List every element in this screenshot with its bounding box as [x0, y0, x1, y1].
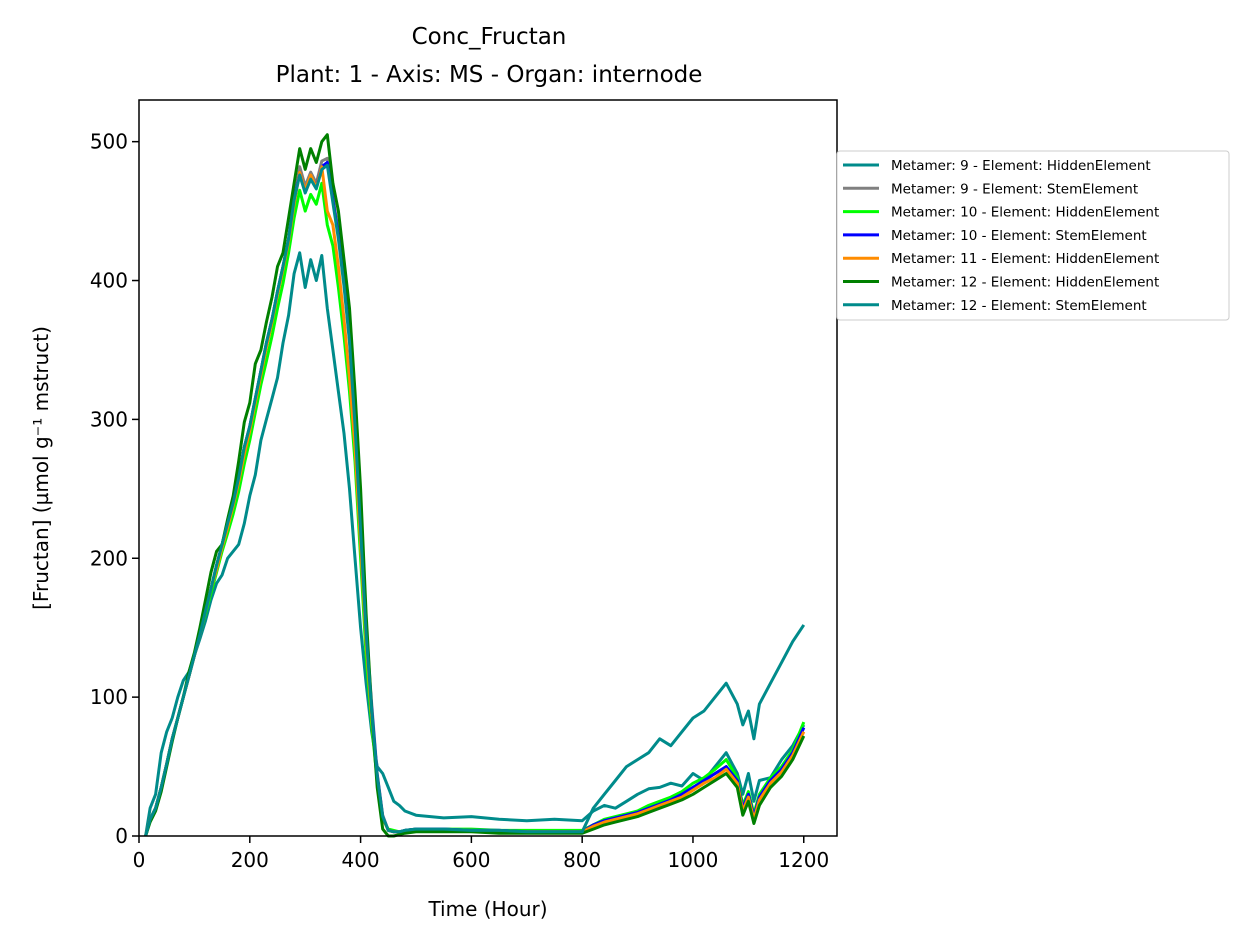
- plot-area: [138, 99, 838, 838]
- x-tick-label: 400: [341, 848, 379, 872]
- legend-label: Metamer: 9 - Element: StemElement: [891, 181, 1138, 197]
- plot-frame: [138, 99, 838, 837]
- series-line-1: [144, 251, 806, 837]
- series-layer: [144, 133, 806, 838]
- legend-label: Metamer: 10 - Element: HiddenElement: [891, 205, 1159, 221]
- legend-label: Metamer: 12 - Element: StemElement: [891, 298, 1147, 314]
- y-axis: 0 100 200 300 400 500: [90, 130, 139, 848]
- legend-entries: Metamer: 9 - Element: HiddenElement Metam…: [843, 158, 1159, 314]
- y-tick-label: 300: [90, 407, 128, 431]
- x-tick-label: 800: [563, 848, 601, 872]
- x-tick-label: 200: [231, 848, 269, 872]
- legend-frame: [836, 150, 1230, 321]
- legend-label: Metamer: 12 - Element: HiddenElement: [891, 275, 1159, 291]
- legend-label: Metamer: 10 - Element: StemElement: [891, 228, 1147, 244]
- series-line-7: [144, 163, 806, 837]
- y-tick-label: 400: [90, 269, 128, 293]
- x-tick-label: 1200: [778, 848, 829, 872]
- legend: Metamer: 9 - Element: HiddenElement Metam…: [836, 150, 1230, 321]
- x-tick-label: 600: [452, 848, 490, 872]
- y-tick-label: 500: [90, 130, 128, 154]
- chart-title: Conc_Fructan: [412, 24, 567, 50]
- x-axis-label: Time (Hour): [427, 897, 547, 921]
- y-tick-label: 200: [90, 546, 128, 570]
- x-axis: 0 200 400 600 800 1000 1200: [133, 836, 829, 872]
- chart-subtitle: Plant: 1 - Axis: MS - Organ: internode: [276, 62, 703, 88]
- legend-label: Metamer: 11 - Element: HiddenElement: [891, 251, 1159, 267]
- series-line-6: [144, 133, 806, 838]
- y-axis-label: [Fructan] (µmol g⁻¹ mstruct): [29, 326, 53, 610]
- x-tick-label: 1000: [668, 848, 719, 872]
- x-tick-label: 0: [133, 848, 146, 872]
- y-tick-label: 0: [115, 824, 128, 848]
- legend-label: Metamer: 9 - Element: HiddenElement: [891, 158, 1151, 174]
- y-tick-label: 100: [90, 685, 128, 709]
